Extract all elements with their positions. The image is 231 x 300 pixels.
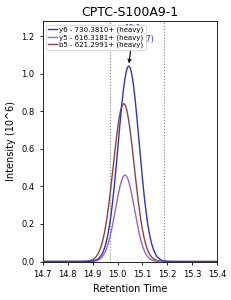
X-axis label: Retention Time: Retention Time xyxy=(92,284,167,294)
Title: CPTC-S100A9-1: CPTC-S100A9-1 xyxy=(81,6,178,19)
Text: 15.1
(dotp 0.87): 15.1 (dotp 0.87) xyxy=(111,24,153,62)
Legend: y6 - 730.3810+ (heavy), y5 - 616.3181+ (heavy), b5 - 621.2991+ (heavy): y6 - 730.3810+ (heavy), y5 - 616.3181+ (… xyxy=(46,25,145,50)
Y-axis label: Intensity (10^6): Intensity (10^6) xyxy=(6,101,15,181)
